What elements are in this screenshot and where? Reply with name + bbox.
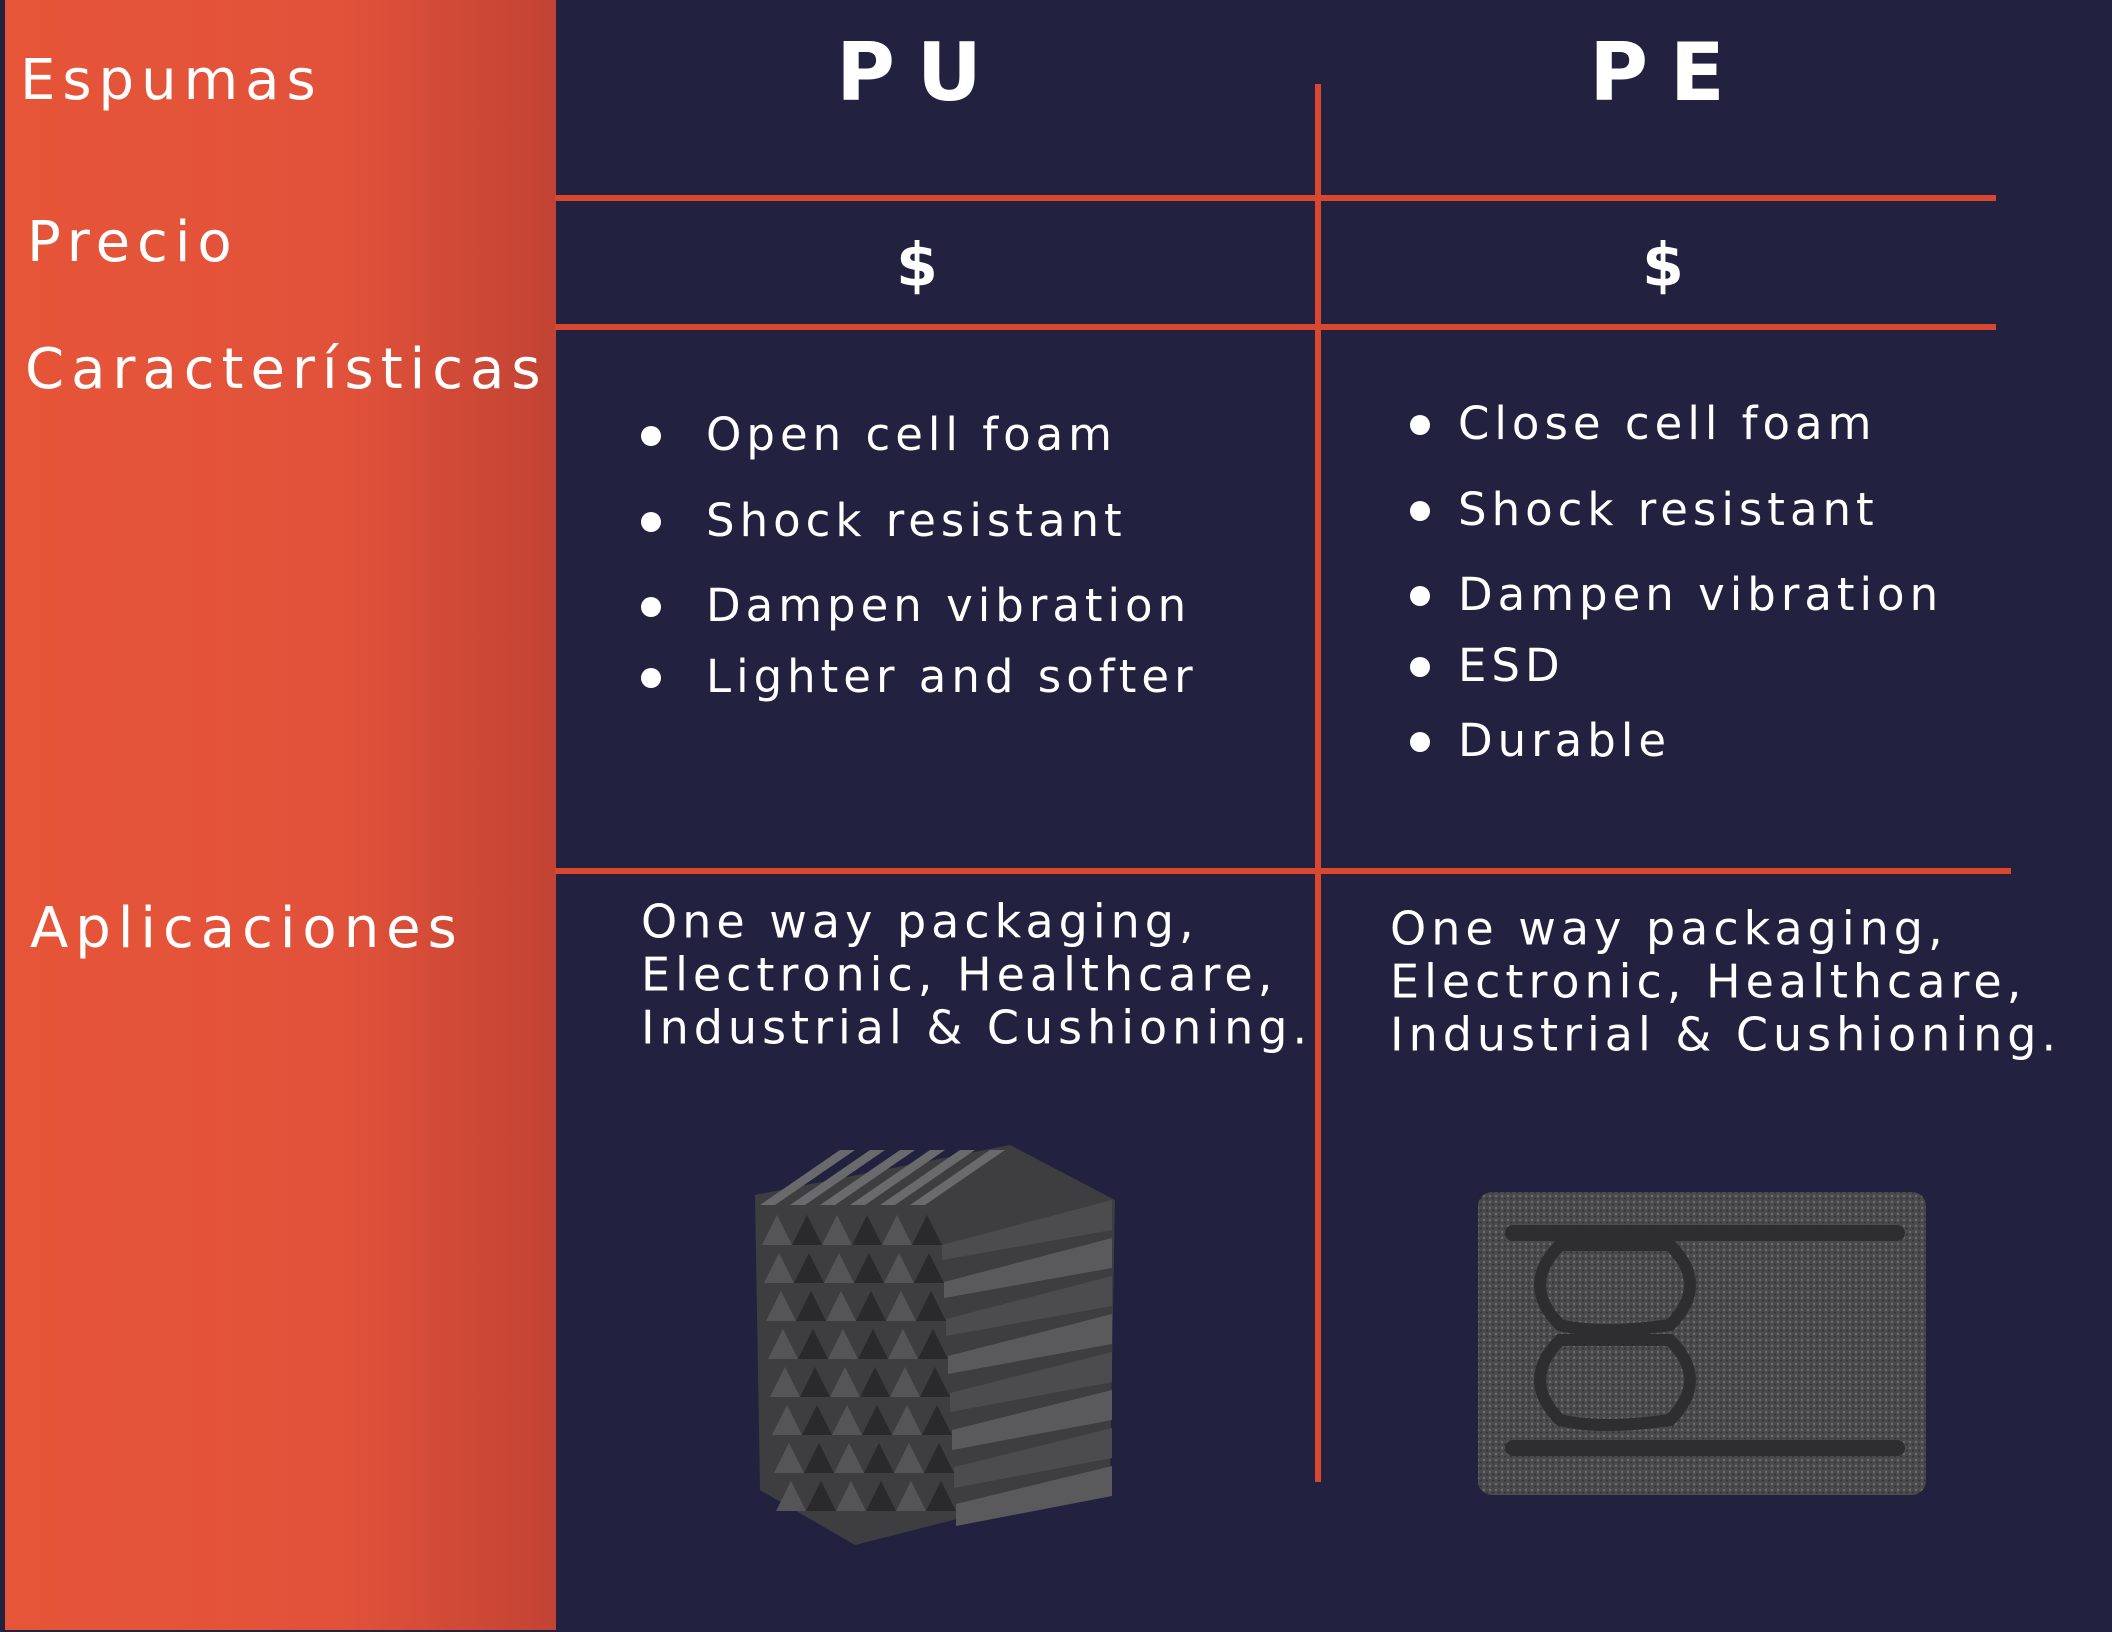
feature: Shock resistant [1458, 483, 1879, 536]
application-line: Industrial & Cushioning. [1390, 1008, 2061, 1062]
wedge-top [880, 1150, 975, 1205]
wedge [922, 1405, 952, 1435]
feature: Close cell foam [1458, 397, 1876, 450]
column-header: PU [836, 26, 1004, 119]
wedge [890, 1367, 920, 1397]
wedge-side [942, 1200, 1112, 1260]
wedge [764, 1253, 794, 1283]
wedge [888, 1329, 918, 1359]
wedge [866, 1481, 896, 1511]
bullet [641, 426, 661, 446]
wedge [892, 1405, 922, 1435]
pu-foam-image [755, 1145, 1115, 1545]
price: $ [1642, 231, 1684, 301]
feature: ESD [1458, 639, 1565, 692]
row-label: Espumas [20, 48, 323, 113]
bullet [1410, 657, 1430, 677]
wedge-side [954, 1428, 1112, 1488]
wedge [826, 1291, 856, 1321]
wedge-top [850, 1150, 945, 1205]
wedge [794, 1253, 824, 1283]
wedge [852, 1215, 882, 1245]
wedge [884, 1253, 914, 1283]
wedge [828, 1329, 858, 1359]
bullet [641, 668, 661, 688]
wedge-top [820, 1150, 915, 1205]
feature: Shock resistant [706, 494, 1127, 547]
wedge [916, 1291, 946, 1321]
pe-foam-image [1478, 1192, 1926, 1495]
application-line: Electronic, Healthcare, [1390, 955, 2026, 1009]
wedge [836, 1481, 866, 1511]
application-line: One way packaging, [641, 895, 1199, 949]
feature: Durable [1458, 714, 1671, 767]
wedge [914, 1253, 944, 1283]
wedge [894, 1443, 924, 1473]
wedge [896, 1481, 926, 1511]
wedge-side [948, 1314, 1112, 1374]
wedge [912, 1215, 942, 1245]
wedge-top [910, 1150, 1005, 1205]
feature: Dampen vibration [706, 579, 1191, 632]
bullet [641, 512, 661, 532]
wedge [882, 1215, 912, 1245]
wedge [830, 1367, 860, 1397]
wedge [768, 1329, 798, 1359]
wedge [774, 1443, 804, 1473]
wedge [858, 1329, 888, 1359]
wedge-top [760, 1150, 855, 1205]
wedge [806, 1481, 836, 1511]
wedge-side [946, 1276, 1112, 1336]
wedge [800, 1367, 830, 1397]
application-line: One way packaging, [1390, 902, 1948, 956]
label-panel [5, 0, 556, 1630]
wedge-side [950, 1352, 1112, 1412]
application-line: Industrial & Cushioning. [641, 1001, 1312, 1055]
wedge [762, 1215, 792, 1245]
row-label: Características [25, 337, 548, 402]
application-line: Electronic, Healthcare, [641, 948, 1277, 1002]
wedge [822, 1215, 852, 1245]
wedge [864, 1443, 894, 1473]
wedge [832, 1405, 862, 1435]
wedge [860, 1367, 890, 1397]
wedge [924, 1443, 954, 1473]
bullet [1410, 501, 1430, 521]
wedge [918, 1329, 948, 1359]
bullet [1410, 415, 1430, 435]
wedge [796, 1291, 826, 1321]
wedge [834, 1443, 864, 1473]
bullet [1410, 586, 1430, 606]
wedge [772, 1405, 802, 1435]
wedge [770, 1367, 800, 1397]
wedge-side [944, 1238, 1112, 1298]
wedge [920, 1367, 950, 1397]
feature: Dampen vibration [1458, 568, 1943, 621]
bullet [641, 597, 661, 617]
wedge-side [952, 1390, 1112, 1450]
row-label: Aplicaciones [30, 896, 464, 961]
wedge [862, 1405, 892, 1435]
wedge [854, 1253, 884, 1283]
wedge [926, 1481, 956, 1511]
feature: Open cell foam [706, 408, 1117, 461]
price: $ [896, 231, 938, 301]
wedge [766, 1291, 796, 1321]
wedge [886, 1291, 916, 1321]
column-header: PE [1589, 26, 1746, 119]
feature: Lighter and softer [706, 650, 1198, 703]
wedge-top [790, 1150, 885, 1205]
wedge [824, 1253, 854, 1283]
wedge [856, 1291, 886, 1321]
bullet [1410, 732, 1430, 752]
wedge [776, 1481, 806, 1511]
wedge [792, 1215, 822, 1245]
row-label: Precio [27, 210, 239, 275]
wedge-side [956, 1466, 1112, 1526]
wedge [798, 1329, 828, 1359]
wedge [802, 1405, 832, 1435]
wedge [804, 1443, 834, 1473]
